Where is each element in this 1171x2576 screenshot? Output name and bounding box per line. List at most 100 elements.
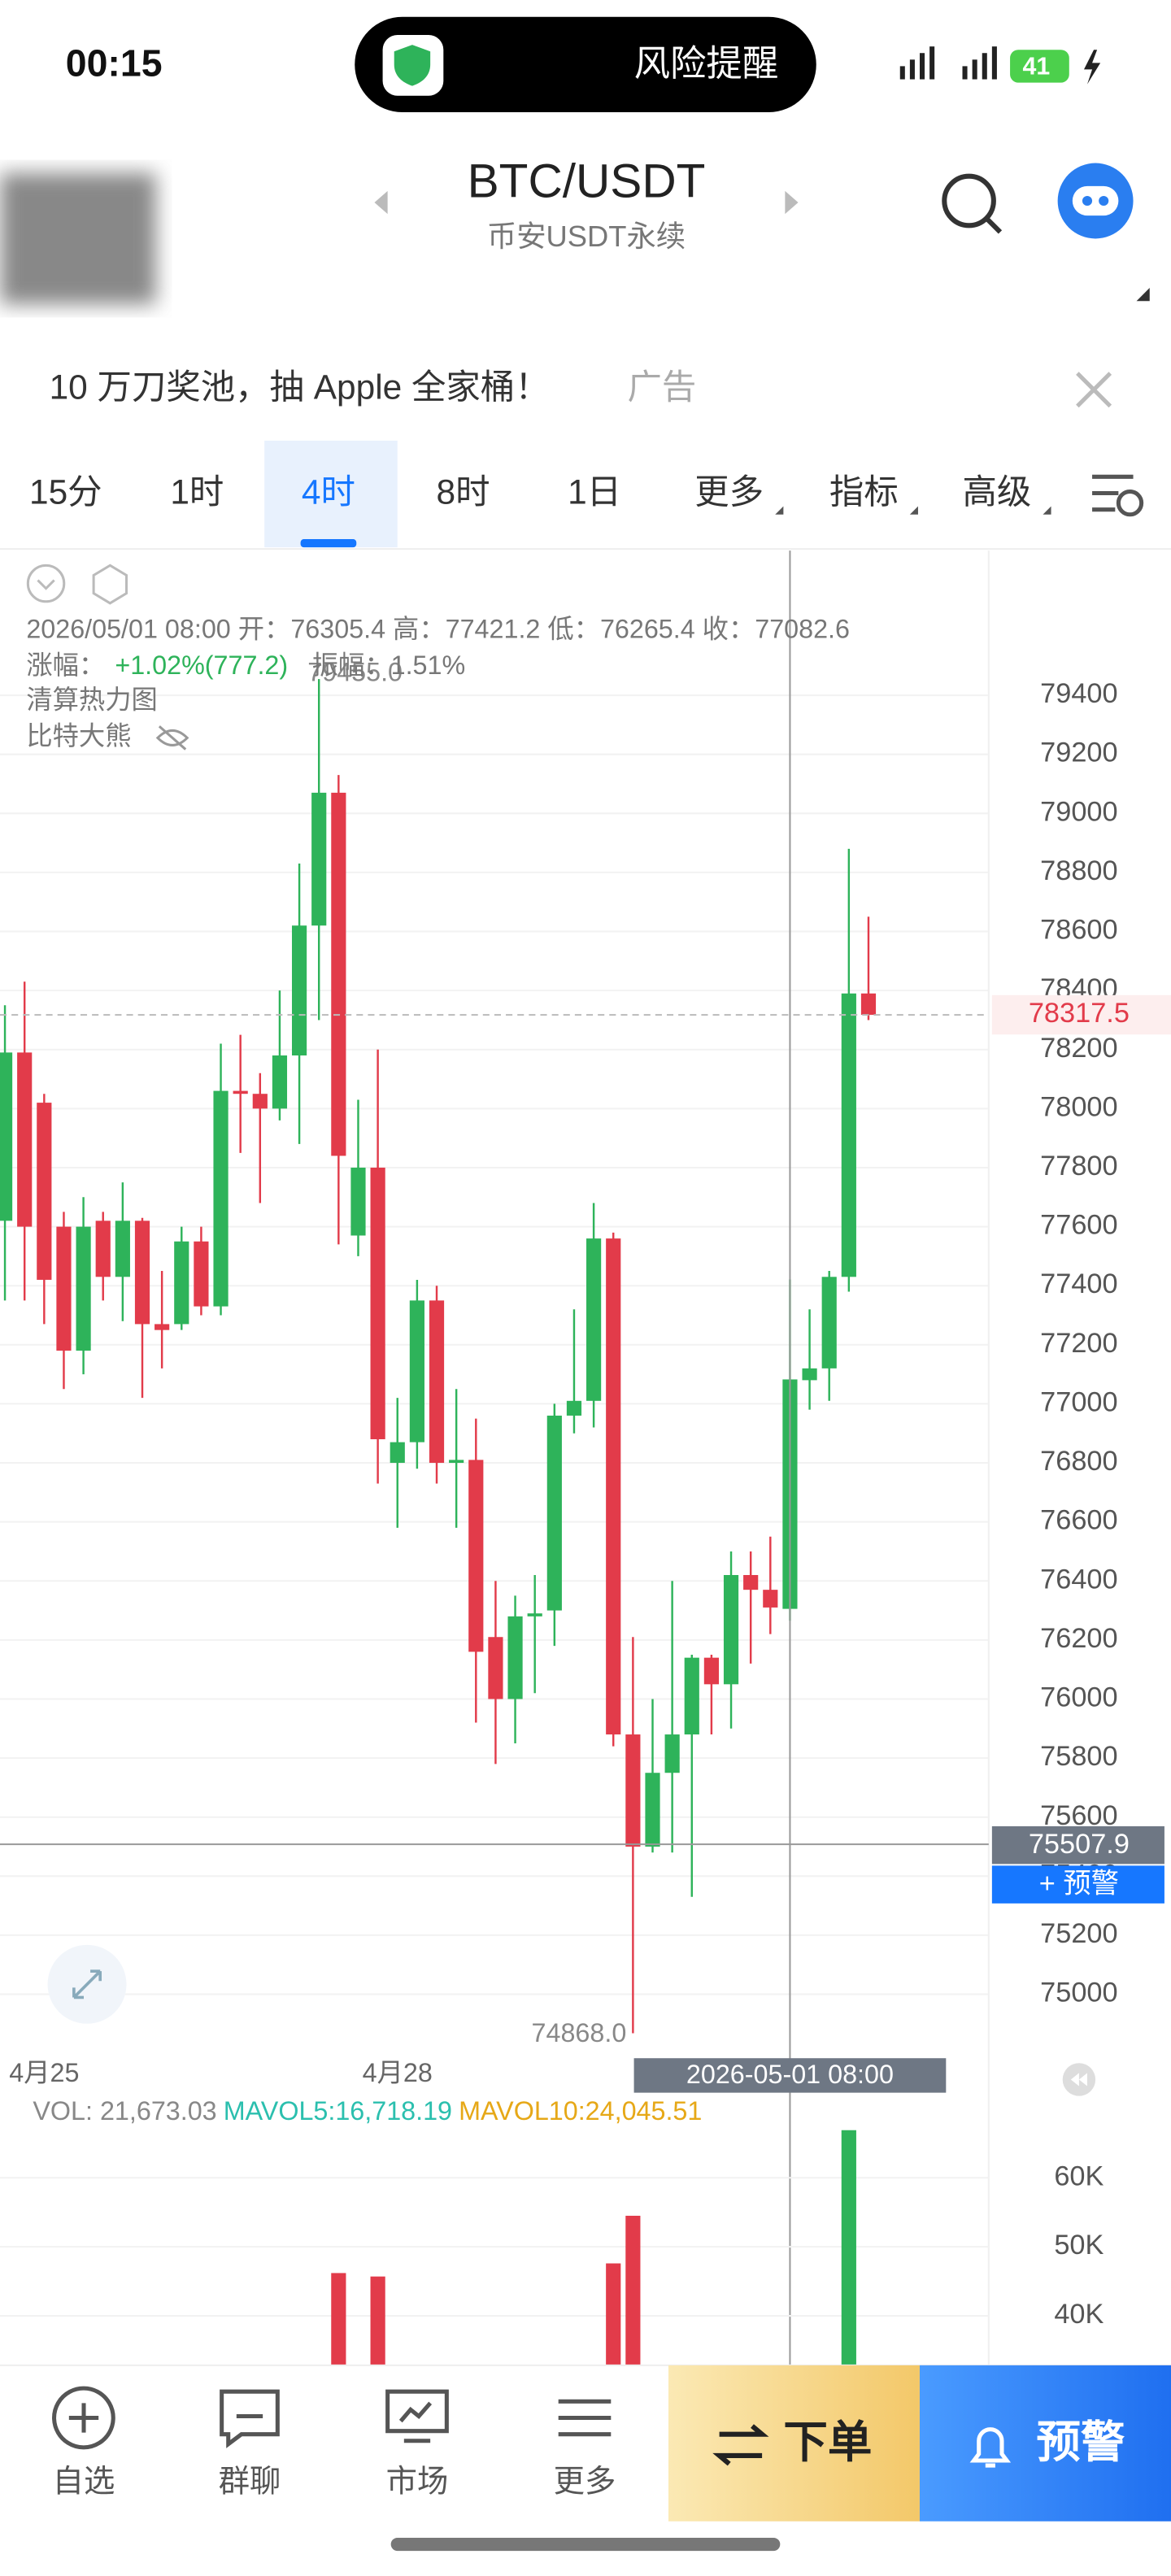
y-tick-label: 78000 bbox=[1040, 1091, 1117, 1122]
candle-body bbox=[743, 1574, 759, 1590]
next-arrow[interactable] bbox=[785, 190, 799, 215]
tab[interactable]: 指标 bbox=[829, 473, 899, 511]
prev-arrow[interactable] bbox=[374, 190, 388, 215]
candle-body bbox=[155, 1324, 170, 1330]
y-tick-label: 75600 bbox=[1040, 1800, 1117, 1831]
candle-body bbox=[95, 1221, 111, 1277]
pill-text: 风险提醒 bbox=[634, 44, 779, 84]
vol-tick-label: 40K bbox=[1054, 2299, 1104, 2330]
nav-icon[interactable] bbox=[558, 2399, 612, 2437]
search-icon[interactable] bbox=[942, 173, 996, 228]
candle-body bbox=[76, 1226, 91, 1351]
nav-label[interactable]: 市场 bbox=[386, 2464, 449, 2499]
candle-body bbox=[664, 1734, 680, 1773]
ad-text[interactable]: 10 万刀奖池，抽 Apple 全家桶！ bbox=[50, 368, 550, 406]
candle-body bbox=[507, 1616, 523, 1699]
candle-body bbox=[684, 1657, 699, 1735]
candle-body bbox=[370, 1167, 385, 1439]
tab[interactable]: 8时 bbox=[437, 473, 490, 511]
max-label: 79455.0 bbox=[307, 658, 403, 687]
candle-body bbox=[37, 1103, 52, 1280]
candle-body bbox=[291, 925, 307, 1056]
tab[interactable]: 15分 bbox=[29, 473, 102, 511]
nav-icon[interactable] bbox=[385, 2389, 449, 2443]
y-tick-label: 77800 bbox=[1040, 1151, 1117, 1181]
vol-legend: VOL: 21,673.03 MAVOL5:16,718.19 MAVOL10:24… bbox=[33, 2095, 702, 2125]
tab[interactable]: 1时 bbox=[170, 473, 224, 511]
candle-body bbox=[606, 1238, 621, 1735]
y-tick-label: 77200 bbox=[1040, 1328, 1117, 1359]
candle-body bbox=[488, 1637, 503, 1699]
collapse-icon[interactable] bbox=[26, 564, 66, 603]
y-tick-label: 76600 bbox=[1040, 1505, 1117, 1536]
amplitude: 振幅：1.51% bbox=[312, 651, 465, 680]
candle-body bbox=[449, 1460, 464, 1464]
tab[interactable]: 4时 bbox=[302, 473, 355, 511]
candle-body bbox=[56, 1226, 72, 1351]
clock: 00:15 bbox=[66, 42, 163, 85]
change-value: +1.02%(777.2) bbox=[115, 651, 288, 680]
y-tick-label: 79000 bbox=[1040, 796, 1117, 827]
nav-label[interactable]: 更多 bbox=[554, 2464, 616, 2499]
crosshair-price: 75507.9 bbox=[1029, 1829, 1130, 1860]
y-tick-label: 77600 bbox=[1040, 1210, 1117, 1241]
tab[interactable]: 高级 bbox=[963, 473, 1032, 511]
y-tick-label: 75200 bbox=[1040, 1918, 1117, 1949]
vol-legend-item: MAVOL5:16,718.19 bbox=[224, 2095, 452, 2125]
last-price-tag bbox=[991, 994, 1171, 1035]
nav-icon[interactable] bbox=[220, 2389, 280, 2448]
nav-icon[interactable] bbox=[52, 2386, 115, 2450]
candle-body bbox=[860, 993, 877, 1016]
candle-body bbox=[331, 792, 346, 1156]
y-tick-label: 75000 bbox=[1040, 1978, 1117, 2008]
candle-body bbox=[586, 1238, 602, 1401]
alert-label[interactable]: 预警 bbox=[1036, 2417, 1125, 2467]
ad-close[interactable] bbox=[1076, 372, 1112, 408]
nav-label[interactable]: 群聊 bbox=[219, 2464, 281, 2499]
overlay-item[interactable]: 比特大熊 bbox=[26, 721, 131, 751]
order-label[interactable]: 下单 bbox=[783, 2417, 872, 2467]
y-tick-label: 78800 bbox=[1040, 855, 1117, 886]
nav-label[interactable]: 自选 bbox=[53, 2464, 115, 2499]
alert-button[interactable] bbox=[919, 2365, 1171, 2522]
candle-body bbox=[134, 1221, 150, 1325]
hide-icon[interactable] bbox=[155, 725, 189, 751]
volume-bar bbox=[841, 2130, 856, 2365]
candle-body bbox=[625, 1734, 641, 1847]
avatar-blurred[interactable] bbox=[0, 172, 156, 305]
market-subtitle: 币安USDT永续 bbox=[487, 220, 686, 253]
candle-body bbox=[390, 1442, 405, 1464]
y-tick-label: 77400 bbox=[1040, 1268, 1117, 1299]
candle-body bbox=[821, 1277, 837, 1368]
home-indicator bbox=[390, 2537, 781, 2552]
y-tick-label: 75800 bbox=[1040, 1741, 1117, 1772]
pair-title[interactable]: BTC/USDT bbox=[468, 154, 706, 207]
candle-body bbox=[213, 1090, 229, 1307]
settings-icon[interactable] bbox=[92, 564, 128, 605]
candle-body bbox=[409, 1300, 424, 1442]
crosshair-time: 2026-05-01 08:00 bbox=[686, 2060, 894, 2089]
ad-tag: 广告 bbox=[628, 368, 697, 406]
candle-body bbox=[841, 993, 856, 1277]
candle-body bbox=[468, 1460, 484, 1652]
volume-bar bbox=[370, 2276, 385, 2365]
candle-body bbox=[546, 1415, 562, 1611]
tab-dropdown bbox=[909, 506, 918, 515]
tab-settings-icon[interactable] bbox=[1092, 474, 1144, 517]
alert-tag-label[interactable]: + 预警 bbox=[1039, 1869, 1119, 1899]
volume-bar bbox=[331, 2273, 346, 2365]
change-label: 涨幅： bbox=[26, 651, 105, 680]
candle-body bbox=[802, 1368, 817, 1381]
tab-active-bg bbox=[264, 440, 398, 548]
alert-tag[interactable] bbox=[991, 1865, 1164, 1904]
volume-bar bbox=[625, 2215, 641, 2365]
overlay-item[interactable]: 清算热力图 bbox=[26, 685, 158, 715]
tab[interactable]: 1日 bbox=[568, 473, 621, 511]
corner-mark bbox=[1136, 288, 1150, 302]
candle-body bbox=[763, 1590, 778, 1608]
alert-pill[interactable] bbox=[355, 16, 816, 112]
crosshair-time-tag bbox=[633, 2058, 947, 2093]
order-button[interactable] bbox=[668, 2365, 920, 2522]
tab[interactable]: 更多 bbox=[694, 473, 764, 511]
